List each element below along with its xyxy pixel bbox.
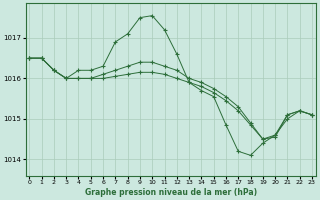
- X-axis label: Graphe pression niveau de la mer (hPa): Graphe pression niveau de la mer (hPa): [84, 188, 257, 197]
